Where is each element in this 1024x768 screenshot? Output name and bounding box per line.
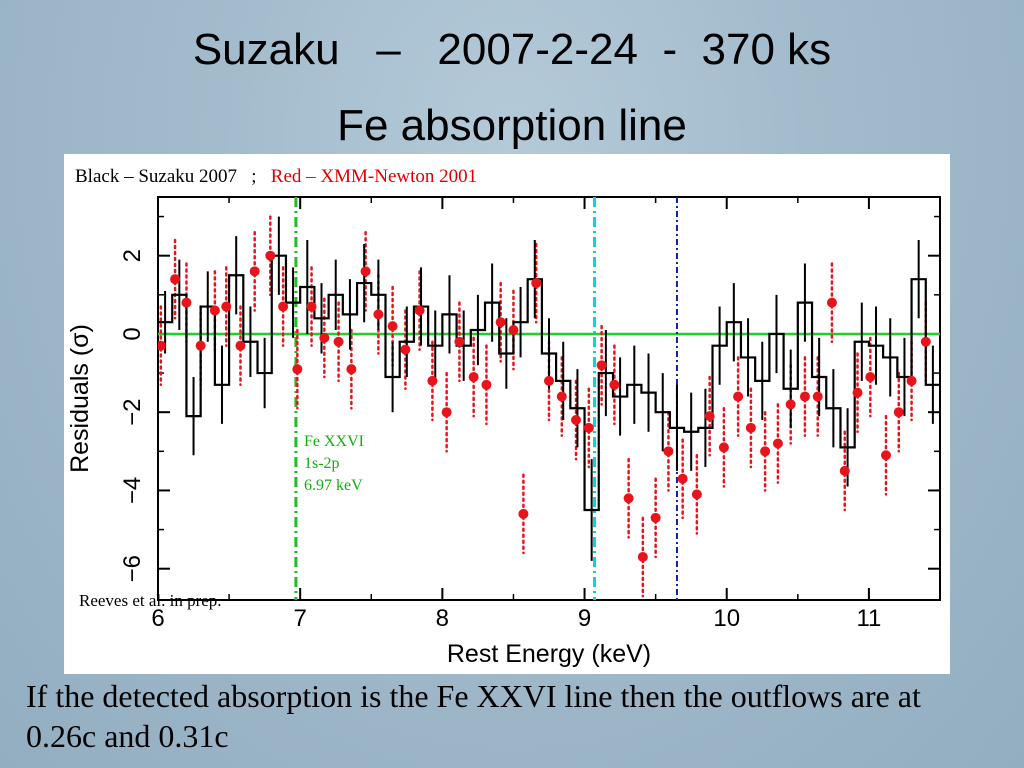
xmm-point bbox=[718, 442, 729, 453]
fe-xxvi-annotation: Fe XXVI 1s-2p 6.97 keV bbox=[304, 431, 364, 497]
xmm-point bbox=[691, 489, 702, 500]
x-tick-label: 10 bbox=[713, 605, 740, 632]
y-axis-label: Residuals (σ) bbox=[66, 324, 94, 473]
xmm-point bbox=[481, 379, 492, 390]
xmm-point bbox=[880, 450, 891, 461]
x-tick-label: 11 bbox=[856, 605, 881, 632]
xmm-point bbox=[454, 336, 465, 347]
xmm-point bbox=[181, 297, 192, 308]
xmm-point bbox=[306, 301, 317, 312]
x-tick-label: 7 bbox=[294, 605, 307, 632]
xmm-point bbox=[441, 407, 452, 418]
xmm-point bbox=[209, 305, 220, 316]
xmm-point bbox=[346, 364, 357, 375]
xmm-point bbox=[556, 391, 567, 402]
xmm-point bbox=[278, 301, 289, 312]
xmm-point bbox=[221, 301, 232, 312]
y-tick-label: −6 bbox=[119, 555, 146, 582]
xmm-point bbox=[158, 340, 166, 351]
xmm-point bbox=[387, 321, 398, 332]
xmm-point bbox=[637, 551, 648, 562]
xmm-point bbox=[839, 465, 850, 476]
xmm-point bbox=[920, 336, 931, 347]
xmm-point bbox=[170, 274, 181, 285]
xmm-point bbox=[609, 379, 620, 390]
xmm-point bbox=[373, 309, 384, 320]
credit-text: Reeves et al. in prep. bbox=[79, 591, 222, 610]
xmm-point bbox=[508, 325, 519, 336]
xmm-point bbox=[704, 411, 715, 422]
x-tick-label: 9 bbox=[578, 605, 591, 632]
xmm-point bbox=[760, 446, 771, 457]
y-tick-label: −4 bbox=[119, 477, 146, 504]
slide-subtitle: Fe absorption line bbox=[337, 101, 687, 150]
xmm-point bbox=[468, 371, 479, 382]
xmm-point bbox=[333, 336, 344, 347]
chart-figure: 6 7 8 9 10 11 −6 −4 −2 0 2 Rest Energy (keV) Residua… bbox=[64, 154, 950, 674]
xmm-point bbox=[677, 473, 688, 484]
slide-title: Suzaku – 2007-2-24 - 370 ks bbox=[192, 25, 832, 74]
annotation-line-3: 6.97 keV bbox=[304, 477, 363, 494]
xmm-point bbox=[623, 493, 634, 504]
annotation-line-2: 1s-2p bbox=[304, 455, 340, 472]
xmm-point bbox=[495, 317, 506, 328]
chart-legend: Black – Suzaku 2007 ; Red – XMM-Newton 2… bbox=[75, 166, 477, 188]
xmm-point bbox=[195, 340, 206, 351]
plot-area bbox=[158, 197, 940, 600]
xmm-point bbox=[531, 278, 542, 289]
xmm-point bbox=[583, 422, 594, 433]
xmm-point bbox=[265, 250, 276, 261]
xmm-point bbox=[544, 375, 554, 386]
xmm-point bbox=[852, 387, 863, 398]
xmm-point bbox=[235, 340, 246, 351]
xmm-point bbox=[596, 360, 607, 371]
xmm-point bbox=[906, 375, 917, 386]
x-tick-label: 6 bbox=[151, 605, 164, 632]
y-tick-label: 0 bbox=[119, 327, 146, 340]
x-tick-label: 8 bbox=[436, 605, 449, 632]
legend-red-label: Red – XMM-Newton 2001 bbox=[270, 166, 478, 187]
xmm-point bbox=[785, 399, 796, 410]
xmm-point bbox=[826, 297, 837, 308]
annotation-line-1: Fe XXVI bbox=[304, 433, 364, 450]
xmm-point bbox=[799, 391, 810, 402]
xmm-point bbox=[319, 332, 330, 343]
y-tick-label: 2 bbox=[119, 249, 146, 262]
legend-black-label: Black – Suzaku 2007 ; bbox=[75, 166, 271, 187]
xmm-point bbox=[865, 371, 876, 382]
xmm-point bbox=[518, 508, 529, 519]
xmm-point bbox=[812, 391, 823, 402]
xmm-point bbox=[249, 266, 260, 277]
xmm-point bbox=[292, 364, 303, 375]
xmm-point bbox=[663, 446, 674, 457]
xmm-point bbox=[893, 407, 904, 418]
xmm-point bbox=[745, 422, 756, 433]
xmm-point bbox=[427, 375, 438, 386]
xmm-point bbox=[733, 391, 744, 402]
xmm-point bbox=[360, 266, 371, 277]
xmm-point bbox=[414, 305, 425, 316]
xmm-point bbox=[400, 344, 411, 355]
residuals-chart: 6 7 8 9 10 11 −6 −4 −2 0 2 Rest Energy (keV) Residua… bbox=[66, 196, 941, 668]
x-axis-label: Rest Energy (keV) bbox=[447, 640, 651, 668]
xmm-point bbox=[772, 438, 783, 449]
xmm-point bbox=[571, 415, 582, 426]
slide-caption: If the detected absorption is the Fe XXV… bbox=[26, 678, 921, 754]
xmm-point bbox=[650, 512, 661, 523]
y-tick-label: −2 bbox=[119, 399, 146, 426]
plot-frame bbox=[157, 196, 941, 601]
suzaku-step-line bbox=[158, 254, 940, 512]
